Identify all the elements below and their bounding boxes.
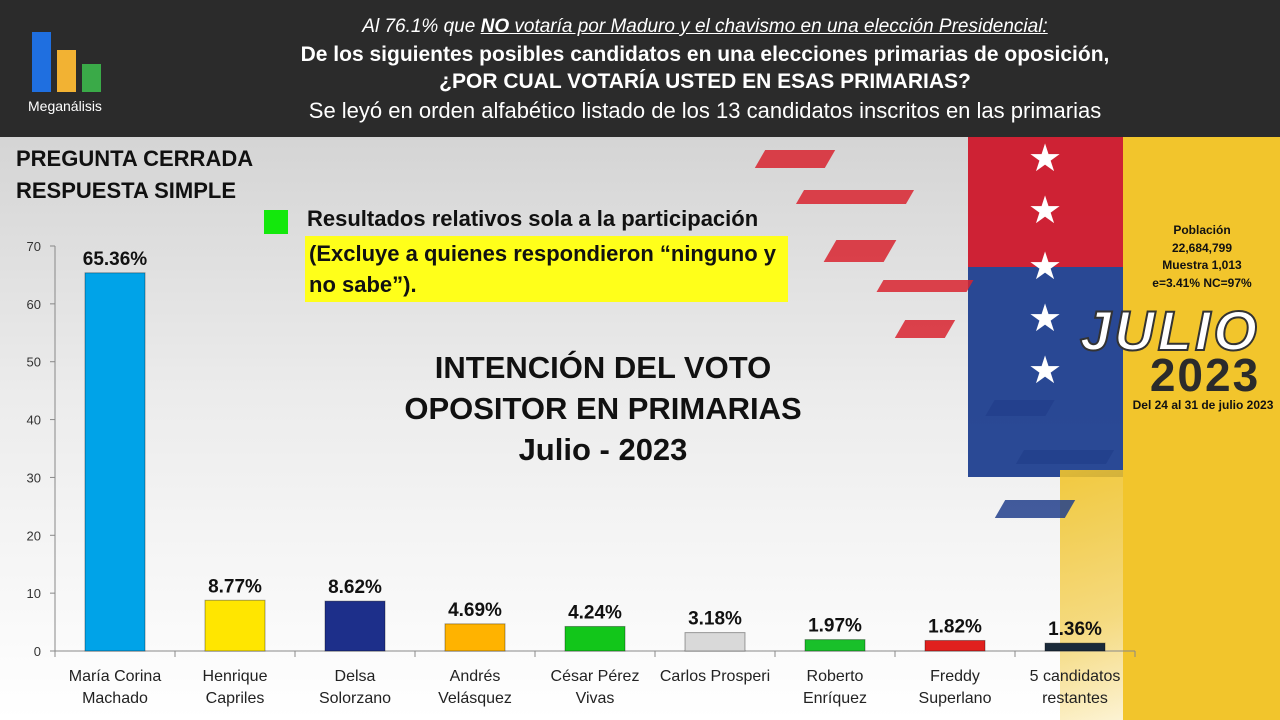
logo-bar-icon <box>57 50 76 92</box>
category-label-line: María Corina <box>69 668 162 685</box>
y-tick-label: 0 <box>34 644 41 659</box>
category-label: Carlos Prosperi <box>660 668 770 685</box>
bar <box>204 599 266 652</box>
y-tick-label: 10 <box>27 586 41 601</box>
y-tick-label: 70 <box>27 239 41 254</box>
data-label: 65.36% <box>83 249 148 270</box>
stats-line: Muestra 1,013 <box>1162 258 1242 272</box>
bar <box>84 272 146 652</box>
bar <box>324 600 386 652</box>
data-label: 3.18% <box>688 609 742 630</box>
y-tick-label: 60 <box>27 297 41 312</box>
stats-line: e=3.41% NC=97% <box>1152 275 1252 290</box>
category-label-line: Henrique <box>203 668 268 685</box>
legend-marker <box>264 210 288 234</box>
note-line-1: Resultados relativos sola a la participa… <box>307 206 759 231</box>
paint-splash <box>754 150 836 168</box>
question-type-1: PREGUNTA CERRADA <box>16 146 254 171</box>
category-label: Andrés Velásquez <box>438 668 512 707</box>
category-label-line: Freddy <box>930 668 980 685</box>
chart-title-line: Julio - 2023 <box>518 432 688 467</box>
bar <box>924 639 986 652</box>
category-label-line: Roberto <box>807 668 864 685</box>
bar <box>1044 642 1106 652</box>
stats-line: Población <box>1173 223 1231 237</box>
star-icon: ★ <box>1028 138 1063 180</box>
y-tick-label: 40 <box>27 413 41 428</box>
category-label-line: Machado <box>82 690 148 707</box>
header-line-2: De los siguientes posibles candidatos en… <box>300 43 1110 66</box>
category-label: María Corina Machado <box>69 668 162 707</box>
data-label: 4.24% <box>568 602 622 623</box>
flag-red-band <box>968 137 1123 267</box>
category-label-line: Vivas <box>576 690 615 707</box>
chart-title: INTENCIÓN DEL VOTO OPOSITOR EN PRIMARIAS… <box>398 347 808 470</box>
star-icon: ★ <box>1028 350 1063 392</box>
y-tick-label: 30 <box>27 470 41 485</box>
data-label: 1.82% <box>928 616 982 637</box>
category-label-line: Delsa <box>335 668 376 685</box>
year-badge: 2023 <box>1149 349 1261 401</box>
category-label-line: Enríquez <box>803 690 867 707</box>
month-badge: JULIO <box>1079 298 1260 363</box>
data-label: 4.69% <box>448 600 502 621</box>
date-range: Del 24 al 31 de julio 2023 <box>1132 398 1274 412</box>
category-label-line: César Pérez <box>551 668 640 685</box>
flag-fade <box>1060 470 1280 720</box>
bar <box>804 639 866 652</box>
category-label-line: Capriles <box>206 690 265 707</box>
category-label-line: Solorzano <box>319 690 391 707</box>
category-label: Roberto Enríquez <box>803 668 867 707</box>
bar <box>564 625 626 652</box>
category-label-line: Velásquez <box>438 690 512 707</box>
logo-bar-icon <box>32 32 51 92</box>
bar <box>444 623 506 652</box>
star-icon: ★ <box>1028 246 1063 288</box>
data-label: 1.36% <box>1048 619 1102 640</box>
paint-splash <box>795 190 915 204</box>
stats-line: 22,684,799 <box>1171 240 1233 255</box>
header-line-4: Se leyó en orden alfabético listado de l… <box>308 98 1102 123</box>
star-icon: ★ <box>1028 298 1063 340</box>
category-label-line: Carlos Prosperi <box>660 668 770 685</box>
category-label-line: 5 candidatos <box>1030 668 1121 685</box>
category-label-line: Superlano <box>919 690 992 707</box>
category-label: Delsa Solorzano <box>319 668 391 707</box>
chart-title-line: INTENCIÓN DEL VOTO <box>434 350 772 385</box>
data-label: 8.77% <box>208 576 262 597</box>
data-label: 8.62% <box>328 577 382 598</box>
y-tick-label: 20 <box>27 528 41 543</box>
header-bar: Meganálisis Al 76.1% que NO votaría por … <box>0 0 1280 137</box>
question-type-2: RESPUESTA SIMPLE <box>16 178 237 203</box>
data-label: 1.97% <box>808 616 862 637</box>
category-label: Freddy Superlano <box>919 668 992 707</box>
y-tick-label: 50 <box>27 355 41 370</box>
meganalisis-logo: Meganálisis <box>24 28 108 118</box>
category-label-line: restantes <box>1042 690 1108 707</box>
note-line-2: (Excluye a quienes respondieron “ninguno… <box>305 236 788 302</box>
logo-text: Meganálisis <box>28 98 102 114</box>
bar <box>684 632 746 652</box>
category-label: Henrique Capriles <box>203 668 268 707</box>
bar-chart: 0 10 20 30 40 50 60 70 65.36% María Corina Machado… <box>27 239 1136 707</box>
category-label-line: Andrés <box>450 668 501 685</box>
header-line-3: ¿POR CUAL VOTARÍA USTED EN ESAS PRIMARIA… <box>439 70 971 93</box>
category-label: 5 candidatos restantes <box>1030 668 1121 707</box>
star-icon: ★ <box>1028 190 1063 232</box>
category-label: César Pérez Vivas <box>551 668 640 707</box>
logo-bar-icon <box>82 64 101 92</box>
header-line-1: Al 76.1% que NO votaría por Maduro y el … <box>362 16 1048 37</box>
sample-stats: Población 22,684,799 Muestra 1,013 e=3.4… <box>1132 222 1272 292</box>
chart-title-line: OPOSITOR EN PRIMARIAS <box>404 391 802 426</box>
